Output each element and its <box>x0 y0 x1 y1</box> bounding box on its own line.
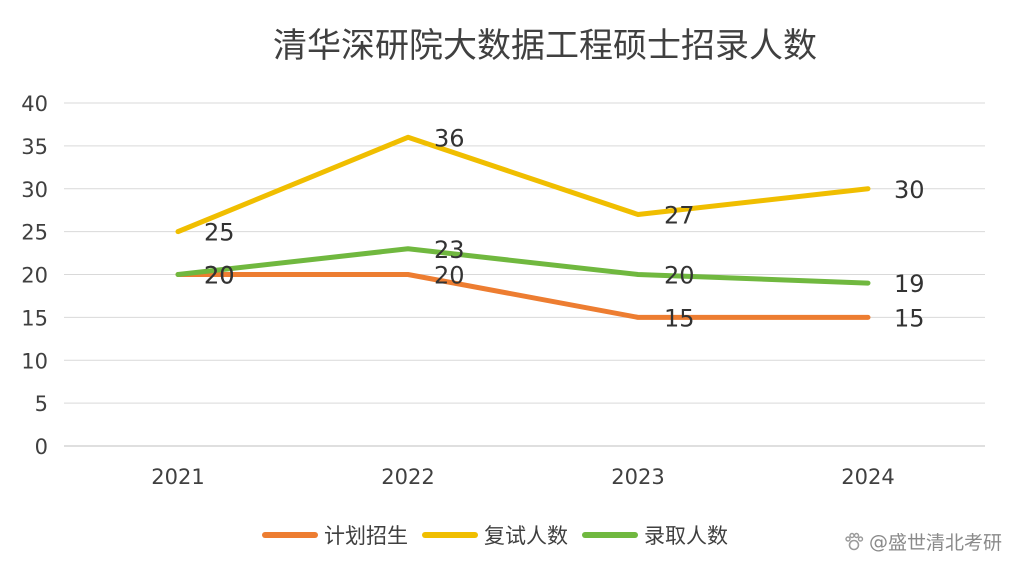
x-axis-ticks: 2021 2022 2023 2024 <box>151 465 894 489</box>
y-tick-label-25: 25 <box>21 221 48 245</box>
series-lines <box>175 134 871 320</box>
watermark-at: @ <box>868 530 888 553</box>
data-label-s0-2021: 20 <box>204 262 235 290</box>
y-tick-label-40: 40 <box>21 92 48 116</box>
legend-label-plan: 计划招生 <box>324 524 408 548</box>
x-tick-label-2022: 2022 <box>381 465 434 489</box>
data-label-s2-2024: 19 <box>894 270 925 298</box>
legend-swatch-admit <box>582 532 638 538</box>
y-tick-label-20: 20 <box>21 264 48 288</box>
data-label-s0-2023: 15 <box>664 304 695 332</box>
legend-swatch-plan <box>262 532 318 538</box>
paw-icon <box>845 532 864 550</box>
y-tick-label-0: 0 <box>35 435 48 459</box>
legend: 计划招生 复试人数 录取人数 <box>262 520 742 550</box>
data-label-s0-2022: 20 <box>434 262 465 290</box>
x-tick-label-2024: 2024 <box>841 465 894 489</box>
data-label-s1-2023: 27 <box>664 201 695 229</box>
legend-label-retest: 复试人数 <box>484 524 568 548</box>
x-tick-label-2021: 2021 <box>151 465 204 489</box>
x-tick-label-2023: 2023 <box>611 465 664 489</box>
y-tick-label-10: 10 <box>21 349 48 373</box>
y-axis-ticks: 0 5 10 15 20 25 30 35 40 <box>21 92 48 459</box>
data-label-s2-2023: 20 <box>664 262 695 290</box>
y-tick-label-30: 30 <box>21 178 48 202</box>
data-label-s1-2024: 30 <box>894 176 925 204</box>
watermark-text: 盛世清北考研 <box>887 532 1002 554</box>
watermark: @ 盛世清北考研 <box>843 528 1002 555</box>
y-tick-label-35: 35 <box>21 135 48 159</box>
series-line-1 <box>175 134 871 235</box>
grid-lines <box>64 102 985 447</box>
legend-label-admit: 录取人数 <box>644 524 728 548</box>
data-label-s2-2021: 20 <box>204 262 235 290</box>
data-label-s1-2021: 25 <box>204 219 235 247</box>
chart-title: 清华深研院大数据工程硕士招录人数 <box>273 26 817 66</box>
data-label-s2-2022: 23 <box>434 236 465 264</box>
legend-item-retest: 复试人数 <box>422 520 568 550</box>
legend-item-plan: 计划招生 <box>262 520 408 550</box>
y-tick-label-15: 15 <box>21 306 48 330</box>
data-label-s1-2022: 36 <box>434 124 465 152</box>
data-label-s0-2024: 15 <box>894 304 925 332</box>
series-line-0 <box>175 272 871 320</box>
legend-swatch-retest <box>422 532 478 538</box>
y-tick-label-5: 5 <box>35 392 48 416</box>
legend-item-admit: 录取人数 <box>582 520 728 550</box>
series-line-2 <box>175 246 871 286</box>
